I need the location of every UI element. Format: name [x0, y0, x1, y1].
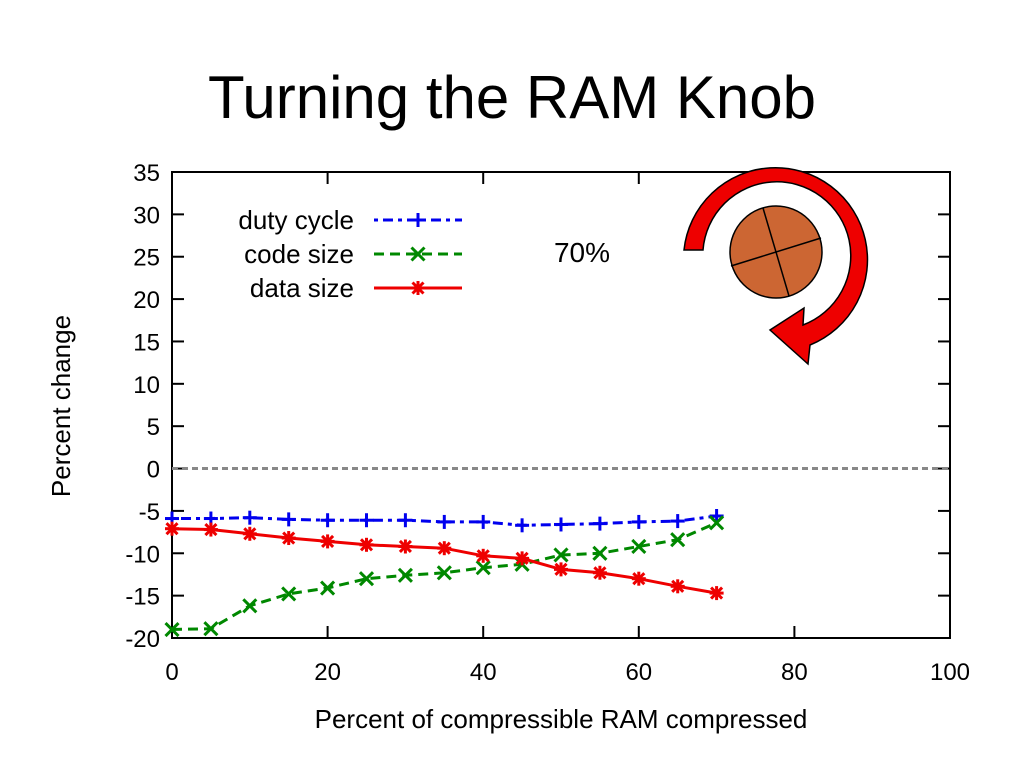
y-tick-label: -10: [125, 541, 160, 568]
data-point: [709, 515, 725, 531]
data-point: [398, 539, 413, 554]
data-point: [281, 531, 296, 546]
data-point: [320, 534, 335, 549]
data-point: [242, 526, 257, 541]
x-tick-label: 100: [930, 659, 970, 686]
knob-illustration: [683, 166, 869, 366]
data-point: [203, 522, 218, 537]
plot-frame: [171, 171, 951, 639]
data-point: [203, 621, 219, 637]
chart-legend: duty cycle code size data size: [238, 205, 462, 303]
knob-percent-annotation: 70%: [554, 237, 610, 268]
y-tick-label: -20: [125, 626, 160, 653]
data-point: [165, 521, 179, 536]
data-point: [397, 567, 413, 583]
x-tick-label: 80: [781, 659, 808, 686]
y-tick-label: 25: [133, 245, 160, 272]
data-point: [320, 580, 336, 596]
chart-series: [164, 508, 725, 638]
data-point: [631, 514, 646, 529]
data-point: [515, 551, 530, 566]
data-point: [320, 513, 335, 528]
y-tick-label: 15: [133, 329, 160, 356]
data-point: [631, 538, 647, 555]
data-point: [592, 565, 607, 580]
rotation-arrow-icon: [683, 166, 869, 366]
data-point: [554, 517, 568, 532]
y-tick-label: 0: [147, 457, 160, 484]
data-point: [476, 548, 491, 563]
y-tick-label: 20: [133, 287, 160, 314]
data-point: [359, 537, 374, 552]
x-tick-label: 60: [625, 659, 652, 686]
x-tick-label: 40: [470, 659, 497, 686]
data-point: [242, 598, 258, 614]
legend-marker: [411, 281, 425, 295]
data-point: [358, 571, 375, 587]
data-point: [436, 565, 452, 581]
y-tick-label: -5: [139, 499, 160, 526]
data-point: [398, 513, 413, 528]
data-point: [670, 532, 686, 548]
data-point: [592, 516, 607, 531]
data-point: [553, 547, 569, 563]
data-point: [475, 560, 491, 576]
data-point: [515, 518, 530, 533]
y-tick-label: 35: [133, 160, 160, 187]
data-point: [631, 571, 646, 586]
series-line-duty-cycle: [172, 514, 717, 527]
y-tick-label: 5: [147, 414, 160, 441]
data-point: [437, 514, 452, 529]
data-point: [437, 541, 452, 556]
series-line-code-size: [171, 521, 718, 631]
x-axis-label: Percent of compressible RAM compressed: [315, 704, 808, 734]
x-tick-label: 0: [165, 659, 178, 686]
chart-axes: -20 -15 -10 -5 0 5 10 15 20 25 30 35 0 20 40 60 80 100: [125, 160, 970, 686]
data-point: [281, 512, 296, 527]
y-tick-label: 10: [133, 372, 160, 399]
data-point: [359, 513, 374, 528]
data-point: [554, 562, 568, 577]
y-tick-label: -15: [125, 584, 160, 611]
data-point: [476, 514, 491, 529]
slide-title: Turning the RAM Knob: [207, 64, 817, 131]
data-point: [670, 579, 685, 594]
y-tick-label: 30: [133, 202, 160, 229]
data-point: [709, 586, 724, 601]
x-tick-label: 20: [314, 659, 341, 686]
legend-marker: [411, 213, 425, 227]
knob-crossline: [762, 207, 790, 297]
legend-marker: [410, 246, 426, 262]
data-point: [164, 621, 180, 638]
data-point: [670, 514, 685, 529]
legend-label: duty cycle: [238, 205, 354, 235]
legend-label: data size: [250, 273, 354, 303]
data-point: [281, 586, 297, 602]
legend-label: code size: [244, 239, 354, 269]
data-point: [242, 510, 257, 525]
data-point: [592, 545, 608, 561]
y-axis-label: Percent change: [46, 315, 76, 497]
